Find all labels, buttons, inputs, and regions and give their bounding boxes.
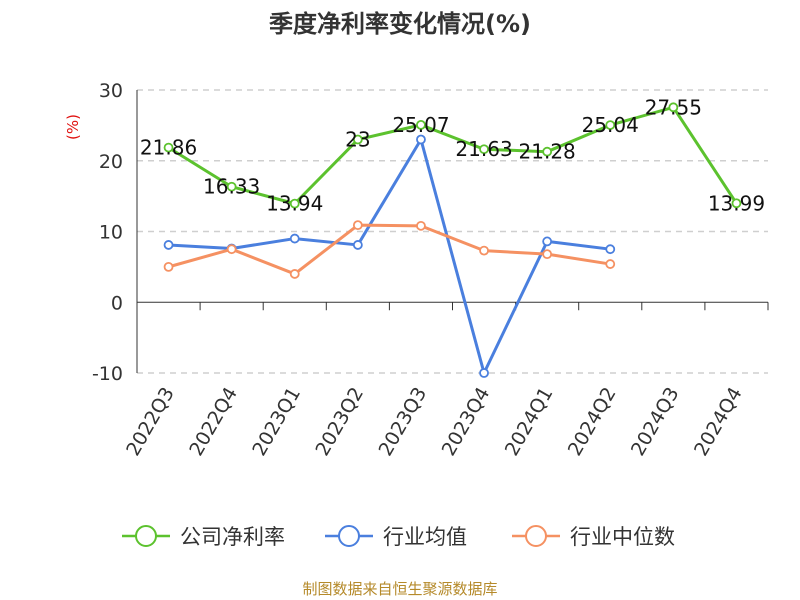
data-label: 13.99 (708, 191, 765, 215)
x-tick-label: 2024Q3 (627, 384, 684, 460)
legend-label: 行业中位数 (570, 525, 675, 549)
legend-item: 行业均值 (325, 525, 467, 549)
data-label: 16.33 (203, 175, 260, 199)
data-point (668, 102, 679, 113)
y-axis-label: (%) (64, 114, 82, 140)
data-point (289, 198, 300, 209)
x-tick-label: 2023Q3 (375, 384, 432, 460)
series-lines (163, 102, 742, 378)
x-tick-label: 2023Q2 (311, 384, 368, 460)
x-tick-label: 2024Q1 (501, 384, 558, 460)
data-label: 27.55 (645, 95, 702, 119)
y-tick-label: 20 (99, 151, 123, 173)
data-point (416, 220, 426, 231)
data-point (479, 245, 489, 256)
data-point (163, 261, 174, 272)
x-tick-label: 2023Q1 (248, 384, 305, 460)
data-point (163, 142, 174, 153)
data-point (163, 240, 174, 250)
x-tick-label: 2024Q2 (564, 384, 621, 460)
data-point (479, 368, 489, 378)
series-line (168, 223, 611, 276)
y-tick-label: 0 (111, 292, 123, 314)
data-label: 25.04 (582, 113, 639, 137)
data-point (289, 233, 300, 244)
y-tick-labels: 30 20 10 0 -10 (92, 80, 123, 385)
data-point (605, 259, 616, 269)
data-label: 21.28 (519, 140, 576, 164)
data-label: 13.94 (266, 192, 323, 216)
x-tick-label: 2022Q4 (185, 384, 242, 460)
x-tick-label: 2024Q4 (690, 384, 747, 460)
legend-item: 行业中位数 (512, 525, 675, 549)
data-point (352, 240, 363, 250)
series-line (168, 138, 611, 375)
data-label: 25.07 (392, 113, 449, 137)
data-point (731, 198, 742, 209)
legend: 公司净利率 行业均值 行业中位数 (122, 525, 675, 549)
x-tick-labels: 2022Q3 2022Q4 2023Q1 2023Q2 2023Q3 2023Q4 2024… (122, 384, 747, 460)
gridlines (137, 89, 768, 374)
legend-label: 公司净利率 (180, 525, 285, 549)
data-point (542, 249, 553, 260)
legend-label: 行业均值 (383, 525, 467, 549)
data-point (226, 181, 237, 192)
data-point (352, 134, 363, 145)
data-point (542, 146, 553, 157)
x-tick-label: 2022Q3 (122, 384, 179, 460)
data-point (605, 120, 616, 130)
y-tick-label: 10 (99, 222, 123, 244)
y-tick-label: 30 (99, 80, 123, 102)
data-point (479, 144, 489, 155)
axes (136, 90, 769, 373)
data-point (416, 119, 426, 130)
y-tick-label: -10 (92, 363, 123, 385)
x-tick-label: 2023Q4 (438, 384, 495, 460)
data-point (542, 236, 553, 247)
source-note: 制图数据来自恒生聚源数据库 (302, 580, 497, 598)
data-label: 23 (345, 128, 370, 152)
legend-marker (338, 525, 360, 547)
data-point (226, 244, 237, 255)
data-point (605, 244, 616, 255)
legend-marker (135, 525, 157, 547)
data-point (289, 269, 300, 279)
legend-marker (525, 525, 547, 547)
data-label: 21.86 (140, 136, 197, 160)
series-line (167, 105, 738, 206)
data-point (416, 134, 426, 145)
legend-item: 公司净利率 (122, 525, 285, 549)
data-point (352, 220, 363, 231)
chart-title: 季度净利率变化情况(%) (269, 10, 531, 38)
data-label: 21.63 (455, 137, 512, 161)
